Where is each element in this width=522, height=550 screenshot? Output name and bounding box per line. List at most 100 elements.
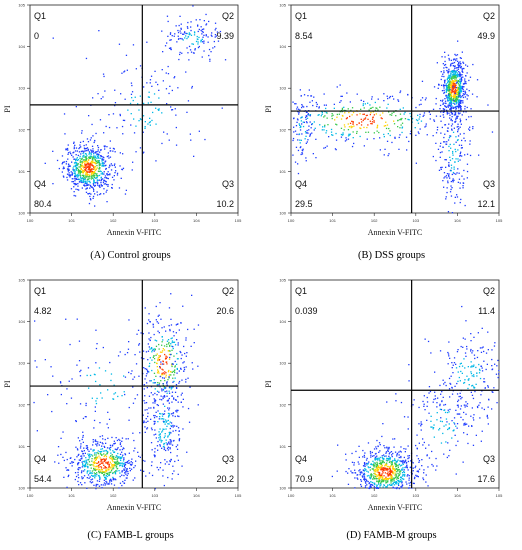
event-point — [458, 87, 460, 89]
event-point — [458, 94, 460, 96]
event-point — [98, 160, 100, 162]
event-point — [116, 465, 118, 467]
event-point — [67, 469, 70, 471]
event-point — [154, 349, 156, 351]
event-point — [300, 125, 302, 127]
event-point — [431, 426, 433, 428]
event-point — [385, 468, 387, 471]
event-point — [306, 115, 308, 117]
event-point — [416, 470, 418, 472]
event-point — [397, 459, 399, 461]
event-point — [172, 412, 175, 414]
event-point — [124, 479, 126, 481]
event-point — [77, 185, 79, 187]
event-point — [448, 74, 450, 76]
event-point — [443, 75, 445, 78]
event-point — [444, 159, 446, 161]
event-point — [388, 111, 390, 113]
event-point — [305, 160, 307, 162]
event-point — [448, 423, 450, 425]
event-point — [433, 436, 435, 438]
event-point — [94, 474, 96, 476]
event-point — [166, 461, 168, 463]
event-point — [90, 479, 92, 481]
event-point — [112, 450, 114, 452]
event-point — [175, 446, 177, 448]
event-point — [110, 480, 113, 482]
event-point — [107, 437, 109, 439]
event-point — [176, 367, 178, 370]
event-point — [347, 129, 350, 131]
event-point — [304, 138, 306, 140]
event-point — [101, 185, 103, 187]
event-point — [472, 127, 474, 130]
event-point — [366, 475, 369, 477]
event-point — [450, 188, 452, 191]
event-point — [360, 127, 362, 130]
event-point — [171, 349, 173, 351]
event-point — [100, 451, 102, 453]
event-point — [163, 436, 165, 439]
event-point — [375, 478, 377, 480]
event-point — [186, 32, 188, 35]
event-point — [398, 463, 401, 465]
event-point — [104, 446, 106, 448]
event-point — [161, 368, 163, 370]
event-point — [470, 391, 472, 393]
event-point — [138, 343, 141, 345]
event-point — [105, 462, 107, 464]
event-point — [459, 57, 461, 59]
event-point — [162, 397, 164, 400]
event-point — [76, 167, 78, 170]
event-point — [450, 81, 452, 83]
event-point — [293, 117, 295, 119]
event-point — [171, 401, 173, 403]
event-point — [39, 339, 41, 341]
event-point — [124, 467, 126, 469]
event-point — [112, 398, 114, 400]
event-point — [457, 129, 459, 131]
event-point — [63, 161, 66, 163]
event-point — [417, 470, 419, 472]
event-point — [161, 351, 163, 353]
event-point — [187, 407, 190, 410]
event-point — [109, 140, 111, 142]
event-point — [137, 103, 139, 105]
event-point — [161, 440, 163, 442]
event-point — [370, 454, 372, 456]
event-point — [98, 474, 100, 477]
event-point — [376, 463, 379, 465]
event-point — [456, 81, 458, 83]
event-point — [124, 463, 127, 466]
event-point — [221, 107, 223, 109]
event-point — [95, 402, 98, 405]
event-point — [174, 344, 177, 346]
event-point — [443, 87, 445, 89]
event-point — [458, 80, 460, 83]
event-point — [95, 440, 97, 443]
event-point — [453, 166, 455, 168]
event-point — [470, 366, 472, 368]
event-point — [172, 381, 174, 383]
event-point — [169, 85, 171, 87]
event-point — [77, 176, 79, 178]
event-point — [103, 473, 106, 476]
event-point — [464, 352, 467, 354]
event-point — [154, 339, 156, 341]
y-tick-label: 105 — [279, 3, 286, 8]
event-point — [78, 147, 80, 150]
event-point — [97, 441, 99, 443]
event-point — [440, 120, 442, 122]
event-point — [102, 346, 104, 349]
event-point — [105, 469, 107, 471]
event-point — [434, 391, 436, 393]
event-point — [166, 103, 168, 105]
event-point — [473, 386, 475, 388]
event-point — [470, 115, 472, 118]
flow-plot-c: Q1 4.82 Q2 20.6 Q3 20.2 Q4 54.4 100 100 101 101 102 1… — [0, 275, 261, 550]
event-point — [93, 462, 95, 465]
event-point — [352, 137, 354, 139]
event-point — [451, 393, 454, 395]
event-point — [402, 467, 404, 469]
event-point — [371, 468, 373, 470]
